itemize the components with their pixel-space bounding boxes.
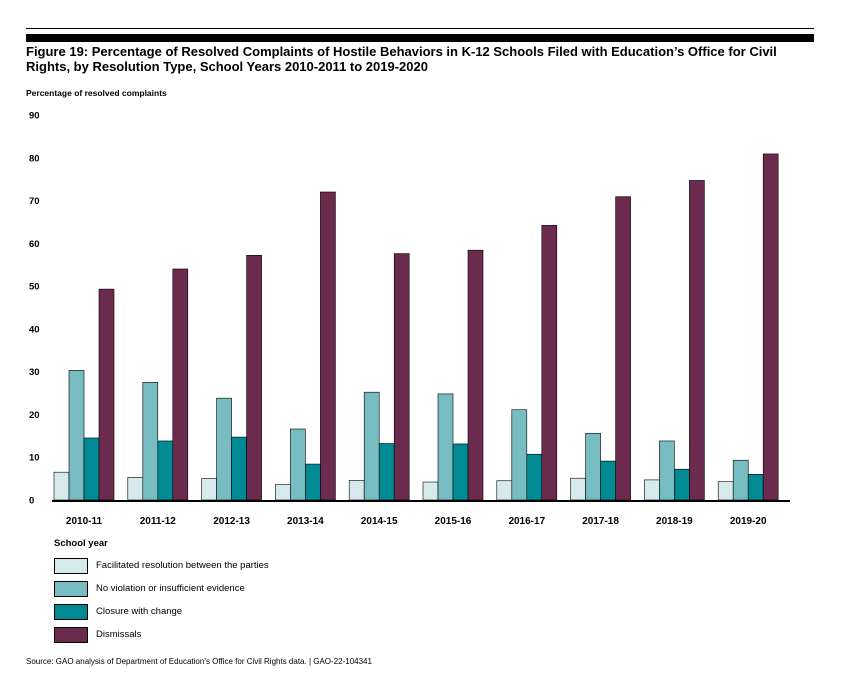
bar-closure — [526, 453, 543, 501]
bar-dismissals — [541, 225, 558, 501]
bar-facilitated — [348, 480, 365, 501]
legend-label-no-violation: No violation or insufficient evidence — [96, 583, 245, 594]
x-tick-label: 2013-14 — [287, 516, 324, 527]
legend-swatch-no-violation — [54, 581, 88, 597]
y-tick-label: 40 — [29, 324, 40, 335]
bar-no_violation — [290, 428, 306, 501]
bar-dismissals — [320, 191, 336, 501]
bar-no_violation — [437, 393, 454, 501]
header-rule-thin — [26, 28, 814, 29]
bar-dismissals — [762, 153, 779, 501]
bar-closure — [157, 440, 174, 501]
bar-dismissals — [467, 249, 484, 501]
bar-facilitated — [496, 480, 513, 501]
y-axis-label: Percentage of resolved complaints — [26, 88, 167, 98]
bar-facilitated — [127, 477, 144, 501]
x-tick-label: 2010-11 — [66, 516, 103, 527]
bar-closure — [83, 437, 100, 501]
bar-closure — [378, 443, 395, 501]
x-tick-label: 2011-12 — [140, 516, 177, 527]
bar-closure — [231, 436, 247, 501]
y-tick-label: 0 — [29, 496, 34, 507]
figure-title: Figure 19: Percentage of Resolved Compla… — [26, 44, 777, 74]
bar-no_violation — [511, 409, 528, 501]
legend-swatch-closure — [54, 604, 88, 620]
bar-dismissals — [393, 253, 410, 501]
bar-no_violation — [659, 440, 675, 501]
bar-closure — [452, 443, 469, 501]
y-tick-label: 60 — [29, 239, 40, 250]
bar-no_violation — [68, 370, 85, 501]
x-tick-label: 2014-15 — [361, 516, 398, 527]
bar-dismissals — [98, 288, 115, 501]
bar-dismissals — [615, 196, 631, 501]
bar-dismissals — [689, 180, 705, 501]
bar-dismissals — [172, 268, 189, 501]
bar-facilitated — [201, 478, 217, 501]
bar-closure — [747, 474, 764, 501]
bar-facilitated — [570, 477, 586, 501]
header-rule-thick — [26, 34, 814, 42]
x-tick-label: 2017-18 — [582, 516, 619, 527]
bar-facilitated — [275, 484, 291, 501]
legend-label-facilitated: Facilitated resolution between the parti… — [96, 560, 269, 571]
legend-label-closure: Closure with change — [96, 606, 183, 617]
bar-no_violation — [585, 432, 601, 501]
y-tick-label: 70 — [29, 196, 40, 207]
bar-facilitated — [422, 481, 439, 501]
bar-closure — [305, 463, 321, 501]
legend-label-dismissals: Dismissals — [96, 629, 142, 640]
bar-facilitated — [644, 479, 660, 501]
bar-no_violation — [732, 459, 749, 501]
bar-no_violation — [216, 397, 232, 501]
bar-closure — [674, 468, 690, 501]
bar-dismissals — [246, 255, 262, 501]
x-tick-label: 2019-20 — [730, 516, 767, 527]
bar-closure — [600, 460, 616, 501]
y-tick-label: 80 — [29, 153, 40, 164]
y-tick-label: 20 — [29, 410, 40, 421]
bar-no_violation — [142, 382, 159, 501]
legend-swatch-facilitated — [54, 558, 88, 574]
y-tick-label: 90 — [29, 111, 40, 122]
y-tick-label: 50 — [29, 282, 40, 293]
legend-swatch-dismissals — [54, 627, 88, 643]
bar-facilitated — [717, 481, 734, 501]
bar-facilitated — [53, 471, 70, 501]
source-note: Source: GAO analysis of Department of Ed… — [26, 657, 372, 666]
x-axis-label: School year — [54, 538, 108, 549]
bar-no_violation — [363, 391, 380, 501]
x-tick-label: 2012-13 — [213, 516, 250, 527]
x-tick-label: 2018-19 — [656, 516, 693, 527]
x-tick-label: 2015-16 — [435, 516, 472, 527]
x-tick-label: 2016-17 — [508, 516, 545, 527]
y-tick-label: 10 — [29, 453, 40, 464]
y-tick-label: 30 — [29, 367, 40, 378]
